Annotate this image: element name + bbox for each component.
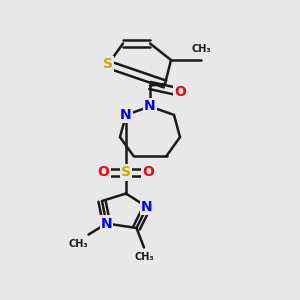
Text: CH₃: CH₃: [68, 238, 88, 249]
Text: O: O: [174, 85, 186, 99]
Text: S: S: [121, 166, 131, 179]
Text: CH₃: CH₃: [134, 251, 154, 262]
Text: N: N: [144, 100, 156, 113]
Text: O: O: [98, 166, 110, 179]
Text: CH₃: CH₃: [191, 44, 211, 54]
Text: O: O: [142, 166, 154, 179]
Text: N: N: [141, 200, 153, 214]
Text: S: S: [103, 58, 113, 71]
Text: N: N: [101, 217, 112, 230]
Text: N: N: [120, 108, 132, 122]
